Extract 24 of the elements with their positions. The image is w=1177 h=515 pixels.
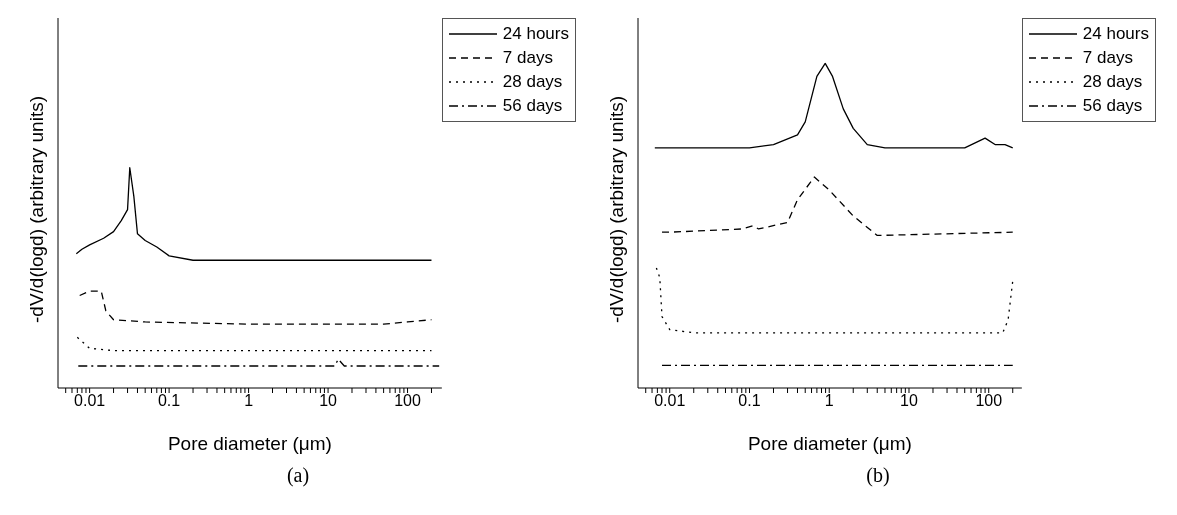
x-tick-label: 0.1: [738, 392, 761, 410]
x-tick-label: 100: [975, 392, 1003, 410]
legend-label: 56 days: [502, 96, 563, 116]
legend-label: 7 days: [502, 48, 553, 68]
x-tick-label: 10: [319, 392, 338, 410]
x-tick-label: 1: [824, 392, 834, 410]
legend-label: 24 hours: [502, 24, 569, 44]
x-tick-label: 0.01: [74, 392, 106, 410]
legend-label: 56 days: [1082, 96, 1143, 116]
text: (a): [286, 464, 310, 487]
legend-label: 28 days: [1082, 72, 1143, 92]
legend-label: 7 days: [1082, 48, 1133, 68]
x-axis-title: Pore diameter (μm): [747, 433, 912, 454]
x-tick-label: 0.1: [157, 392, 181, 410]
x-axis-title: Pore diameter (μm): [167, 433, 332, 454]
x-tick-label: 10: [900, 392, 918, 410]
text: (b): [866, 464, 890, 487]
y-axis-title: -dV/d(logd) (arbitrary units): [25, 95, 47, 323]
x-tick-label: 0.01: [654, 392, 686, 410]
legend-label: 24 hours: [1082, 24, 1149, 44]
x-tick-label: 100: [394, 392, 421, 410]
legend-label: 28 days: [502, 72, 563, 92]
y-axis-title: -dV/d(logd) (arbitrary units): [605, 95, 627, 323]
x-tick-label: 1: [244, 392, 254, 410]
